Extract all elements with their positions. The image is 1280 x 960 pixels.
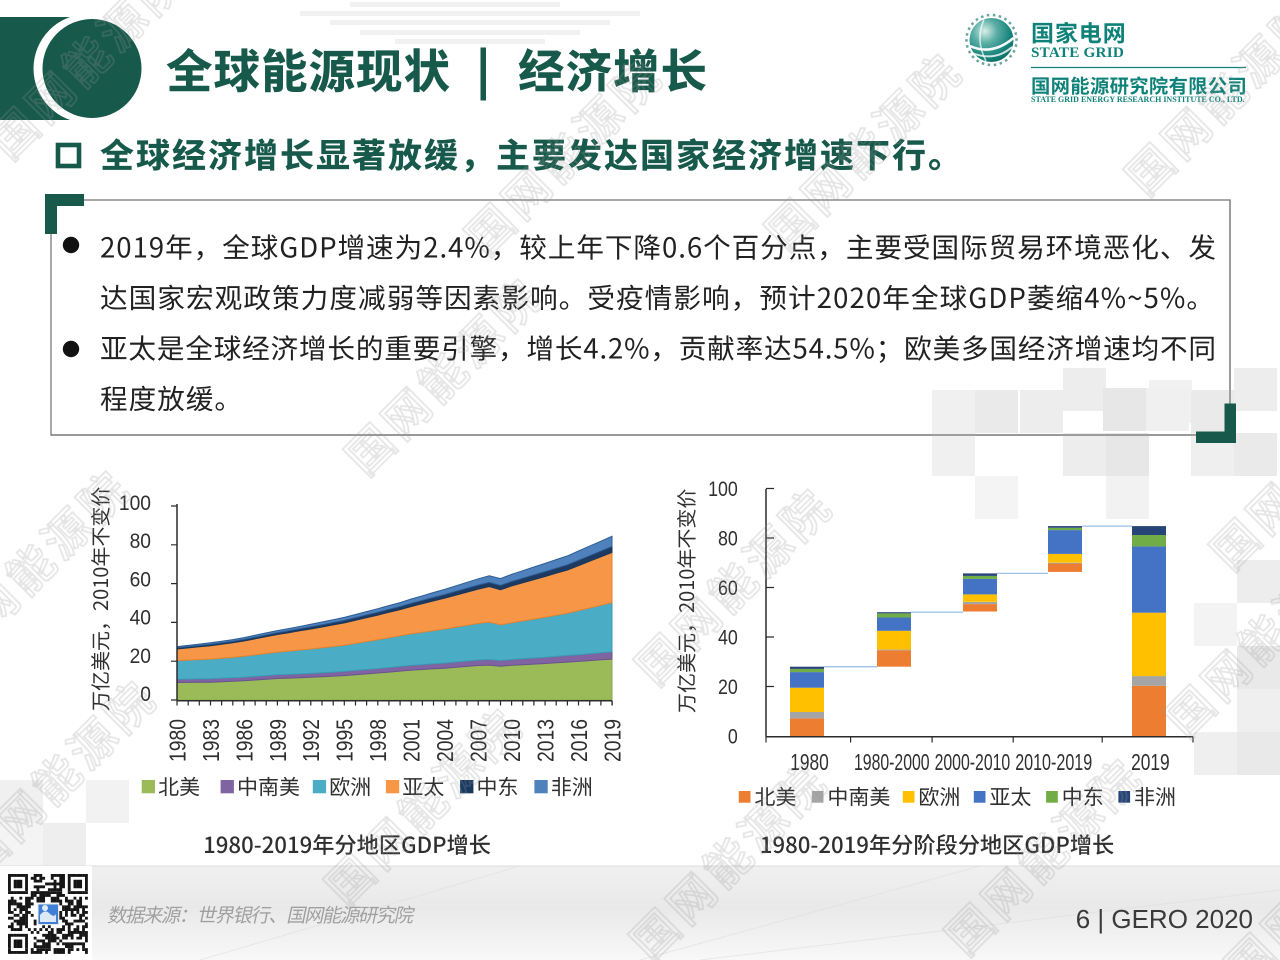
- svg-text:2019: 2019: [1131, 749, 1170, 775]
- svg-text:1983: 1983: [198, 719, 224, 762]
- svg-text:1989: 1989: [265, 719, 291, 762]
- svg-text:1986: 1986: [231, 719, 257, 762]
- svg-text:80: 80: [718, 527, 738, 550]
- svg-text:40: 40: [718, 626, 738, 649]
- svg-text:20: 20: [718, 676, 738, 699]
- svg-text:20: 20: [130, 644, 151, 668]
- svg-text:6 | GERO 2020: 6 | GERO 2020: [1076, 904, 1253, 934]
- svg-text:1980: 1980: [164, 719, 190, 762]
- svg-text:100: 100: [708, 478, 738, 501]
- svg-text:1998: 1998: [365, 719, 391, 762]
- svg-text:1992: 1992: [298, 719, 324, 762]
- svg-text:2001: 2001: [399, 719, 425, 762]
- svg-text:60: 60: [130, 567, 151, 591]
- svg-text:2013: 2013: [533, 719, 559, 762]
- svg-text:2000-2010: 2000-2010: [935, 749, 1011, 775]
- svg-text:2019: 2019: [599, 719, 625, 762]
- svg-text:40: 40: [130, 606, 151, 630]
- svg-text:1980-2000: 1980-2000: [854, 749, 930, 775]
- svg-text:80: 80: [130, 529, 151, 553]
- svg-text:2010-2019: 2010-2019: [1015, 749, 1092, 775]
- svg-text:STATE GRID: STATE GRID: [1031, 44, 1124, 61]
- svg-text:2016: 2016: [566, 719, 592, 762]
- svg-text:100: 100: [119, 491, 151, 515]
- svg-text:STATE GRID ENERGY RESEARCH INS: STATE GRID ENERGY RESEARCH INSTITUTE CO.…: [1031, 95, 1245, 104]
- svg-text:0: 0: [728, 725, 738, 748]
- svg-text:1995: 1995: [332, 719, 358, 762]
